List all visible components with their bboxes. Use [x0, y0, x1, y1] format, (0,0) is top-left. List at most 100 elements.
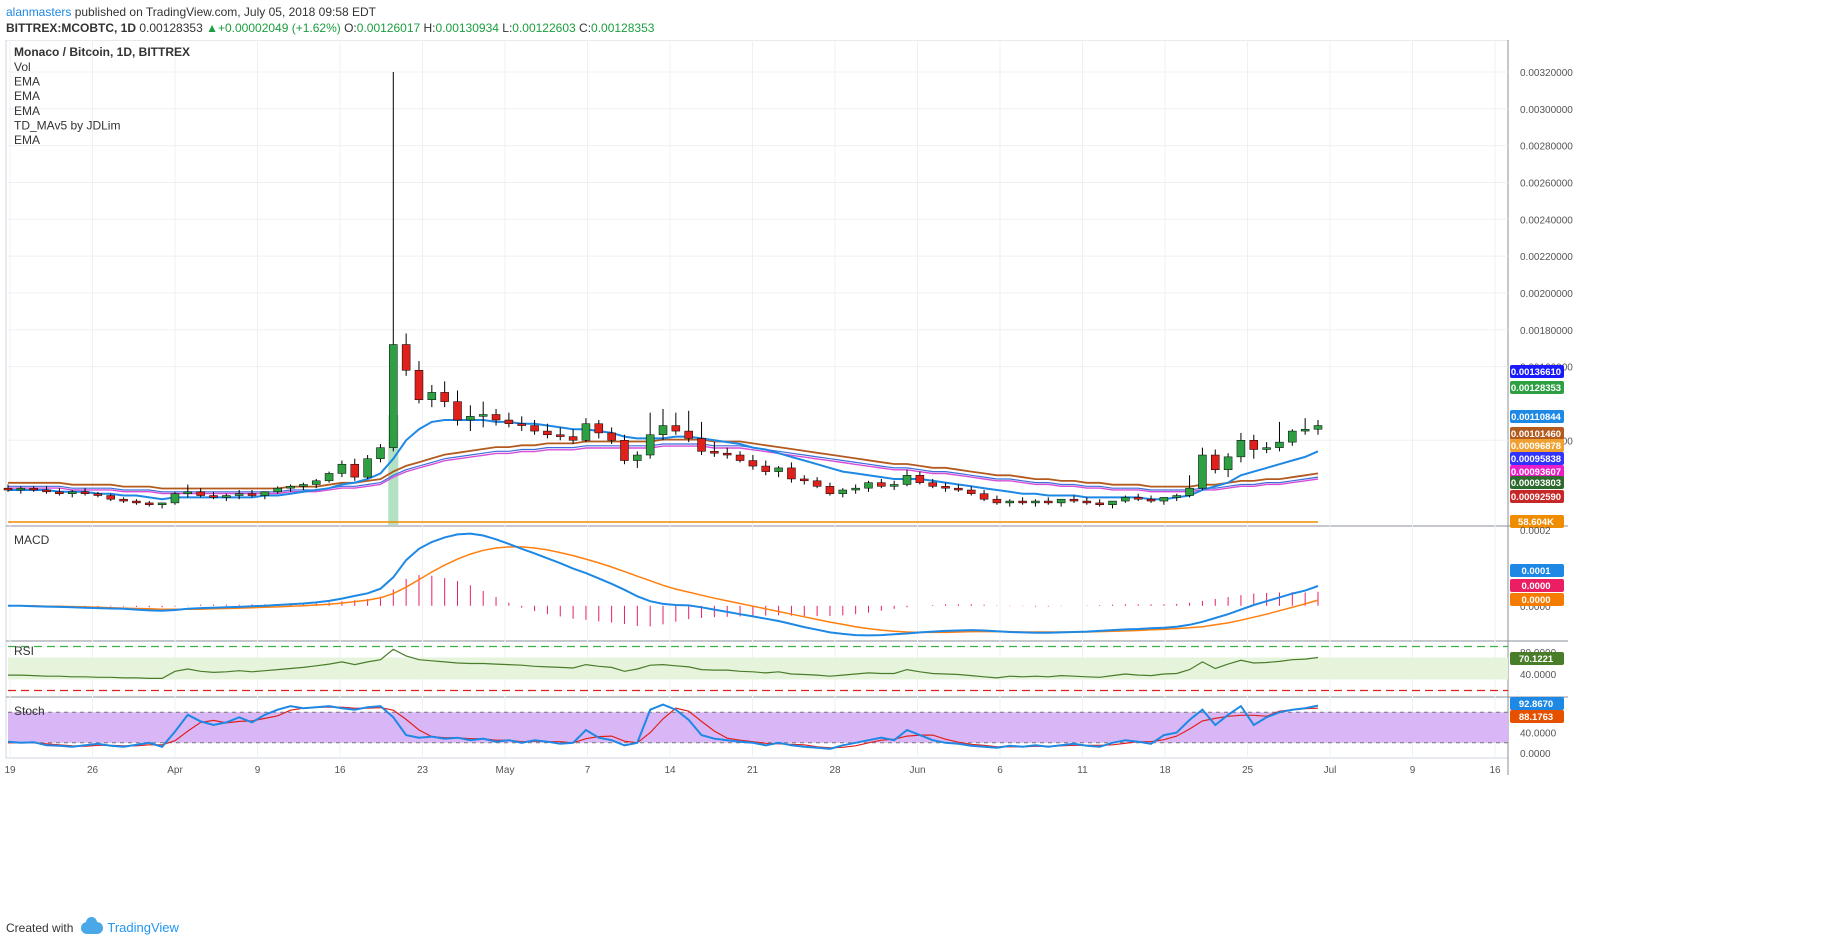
macd-title: MACD — [14, 533, 50, 547]
symbol-label[interactable]: BITTREX:MCOBTC, 1D — [6, 21, 136, 35]
candle-body — [299, 484, 308, 487]
candle-body — [735, 454, 745, 461]
macd-label-box — [1510, 579, 1564, 592]
candle-body — [838, 489, 848, 494]
candle-body — [1288, 430, 1297, 443]
candle-body — [1031, 500, 1040, 504]
x-tick-label: 7 — [585, 765, 591, 776]
candle-body — [1185, 487, 1194, 496]
up-arrow-icon: ▲ — [206, 21, 218, 35]
cloud-icon — [81, 916, 104, 934]
high-label: H: — [423, 21, 436, 35]
candle-body — [119, 498, 128, 502]
x-tick-label: 11 — [1077, 765, 1088, 776]
price-label-text: 0.00093607 — [1511, 467, 1561, 478]
stoch-title: Stoch — [14, 704, 45, 718]
candle-body — [491, 414, 501, 421]
price-label-box — [1510, 490, 1564, 503]
candle-body — [67, 491, 77, 494]
price-label-box — [1510, 381, 1564, 394]
price-label-text: 0.00136610 — [1511, 367, 1561, 378]
created-with-label: Created with — [6, 920, 74, 935]
candle-body — [1313, 425, 1323, 430]
candle-body — [42, 489, 51, 493]
ema-line-blue — [8, 443, 1319, 493]
price-tick-label: 0.00260000 — [1520, 178, 1573, 189]
ema-line-magenta — [8, 445, 1319, 495]
stoch-label-text: 88.1763 — [1519, 712, 1553, 723]
tradingview-logo[interactable]: TradingView — [81, 916, 179, 935]
x-tick-label: 16 — [334, 765, 346, 776]
x-tick-label: May — [496, 765, 515, 776]
candle-body — [671, 425, 681, 432]
stoch-band — [8, 712, 1508, 743]
candle-body — [645, 434, 655, 456]
x-tick-label: 9 — [255, 765, 261, 776]
macd-tick-label: 0.0000 — [1520, 602, 1551, 613]
candle-body — [954, 487, 963, 491]
candle-body — [145, 502, 154, 505]
candle-body — [453, 401, 462, 421]
macd-label-text: 0.0001 — [1521, 566, 1551, 577]
candle-body — [1146, 498, 1156, 502]
price-label-box — [1510, 365, 1564, 378]
candle-body — [363, 458, 372, 478]
low-label: L: — [502, 21, 513, 35]
price-label-text: 0.00101460 — [1511, 429, 1561, 440]
stoch-label-box — [1510, 710, 1564, 723]
x-tick-label: 25 — [1242, 765, 1254, 776]
price-tick-label: 0.00280000 — [1520, 142, 1573, 153]
stoch-pane[interactable]: Stoch — [7, 703, 1508, 750]
legend-entry: Vol — [14, 60, 31, 74]
price-label-box — [1510, 476, 1564, 489]
axes: 19 26 Apr 9 16 23 May 7 14 21 28 Jun 6 11 18 25 Jul 9 16 0.… — [4, 68, 1573, 776]
legend-entry: EMA — [14, 104, 40, 118]
macd-label-text: 0.0000 — [1521, 595, 1550, 606]
stoch-tick-label: 40.0000 — [1520, 729, 1557, 740]
candle-body — [556, 434, 565, 437]
x-tick-label: 14 — [664, 765, 676, 776]
stoch-label-text: 92.8670 — [1519, 699, 1553, 710]
open-label: O: — [344, 21, 357, 35]
candle-body — [710, 451, 719, 454]
chart-title: Monaco / Bitcoin, 1D, BITTREX — [14, 45, 190, 59]
username-link[interactable]: alanmasters — [6, 5, 72, 19]
candle-body — [183, 491, 193, 494]
legend-entry: EMA — [14, 89, 40, 103]
rsi-title: RSI — [14, 644, 34, 658]
candle-body — [401, 344, 411, 371]
open-value: 0.00126017 — [356, 21, 421, 35]
legend-entry: TD_MAv5 by JDLim — [14, 118, 120, 132]
candle-body — [941, 486, 950, 489]
x-tick-label: 6 — [997, 765, 1003, 776]
rsi-pane[interactable]: RSI — [8, 644, 1508, 692]
candle-body — [658, 425, 668, 436]
rsi-line — [8, 648, 1319, 680]
candle-body — [350, 463, 360, 478]
candle-body — [273, 487, 282, 493]
candle-body — [324, 473, 334, 482]
candle-body — [209, 495, 218, 498]
macd-pane[interactable]: MACD — [8, 532, 1319, 637]
symbol-bar: BITTREX:MCOBTC, 1D 0.00128353 ▲+0.000020… — [6, 21, 654, 35]
candle-body — [543, 430, 552, 436]
close-value: 0.00128353 — [591, 21, 655, 35]
trading-chart[interactable]: Monaco / Bitcoin, 1D, BITTREXVolEMAEMAEM… — [0, 40, 1828, 915]
candle-body — [517, 423, 526, 426]
stoch-label-box — [1510, 697, 1564, 710]
price-pane[interactable]: Monaco / Bitcoin, 1D, BITTREXVolEMAEMAEM… — [3, 45, 1323, 525]
candle-body — [1108, 500, 1117, 505]
candle-body — [1121, 497, 1130, 502]
legend-entry: EMA — [14, 133, 40, 147]
candle-body — [864, 482, 873, 489]
candle-body — [1056, 498, 1066, 504]
price-tick-label: 0.00200000 — [1520, 289, 1573, 300]
candle-body — [761, 465, 770, 472]
candle-body — [877, 482, 886, 487]
x-tick-label: Apr — [167, 765, 183, 776]
price-label-box — [1510, 439, 1564, 452]
candle-body — [466, 416, 475, 421]
candle-body — [1133, 497, 1143, 500]
candle-body — [800, 478, 809, 482]
candle-body — [1005, 500, 1015, 504]
